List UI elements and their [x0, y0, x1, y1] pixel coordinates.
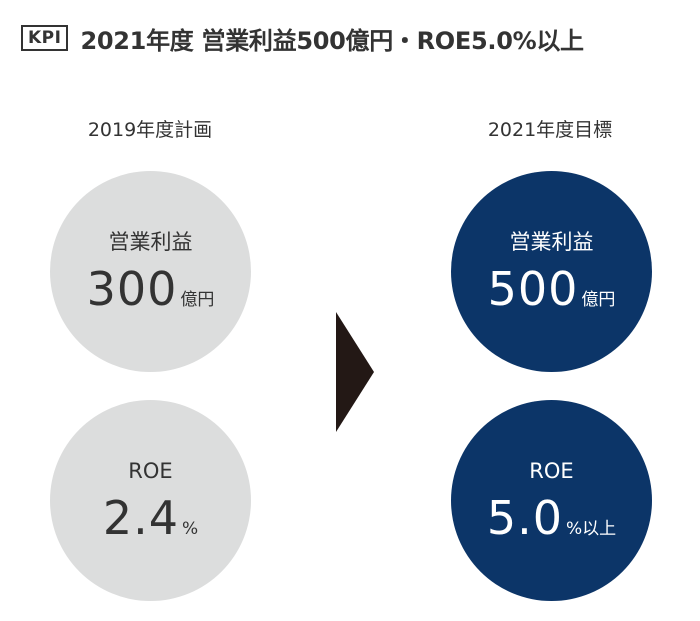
plan-2019-operating-profit-circle: 営業利益 300 億円: [50, 171, 251, 372]
page-title: 2021年度 営業利益500億円・ROE5.0%以上: [80, 26, 584, 55]
plan-2019-roe-value-group: 2.4 %: [103, 492, 198, 544]
target-2021-operating-profit-label: 営業利益: [509, 229, 594, 254]
target-2021-roe-circle: ROE 5.0 %以上: [451, 400, 652, 601]
plan-2019-label: 2019年度計画: [87, 119, 213, 141]
plan-2019-operating-profit-value-group: 300 億円: [87, 263, 215, 315]
plan-2019-roe-value: 2.4: [102, 490, 179, 545]
plan-2019-operating-profit-label: 営業利益: [108, 229, 193, 254]
plan-2019-roe-unit: %: [182, 518, 199, 539]
plan-2019-roe-circle: ROE 2.4 %: [50, 400, 251, 601]
target-2021-operating-profit-value-group: 500 億円: [488, 263, 616, 315]
page-header: KPI 2021年度 営業利益500億円・ROE5.0%以上: [21, 20, 584, 56]
plan-2019-roe-label: ROE: [128, 458, 173, 483]
target-2021-operating-profit-circle: 営業利益 500 億円: [451, 171, 652, 372]
target-2021-roe-value: 5.0: [486, 490, 563, 545]
target-2021-operating-profit-unit: 億円: [581, 289, 616, 310]
plan-2019-operating-profit-value: 300: [86, 261, 178, 316]
plan-2019-operating-profit-unit: 億円: [180, 289, 215, 310]
target-2021-roe-label: ROE: [529, 458, 574, 483]
kpi-badge: KPI: [21, 25, 69, 51]
triangle-right-icon: [336, 312, 374, 432]
target-2021-label: 2021年度目標: [487, 119, 613, 141]
target-2021-operating-profit-value: 500: [487, 261, 579, 316]
target-2021-roe-value-group: 5.0 %以上: [487, 492, 616, 544]
target-2021-roe-unit: %以上: [566, 518, 617, 539]
